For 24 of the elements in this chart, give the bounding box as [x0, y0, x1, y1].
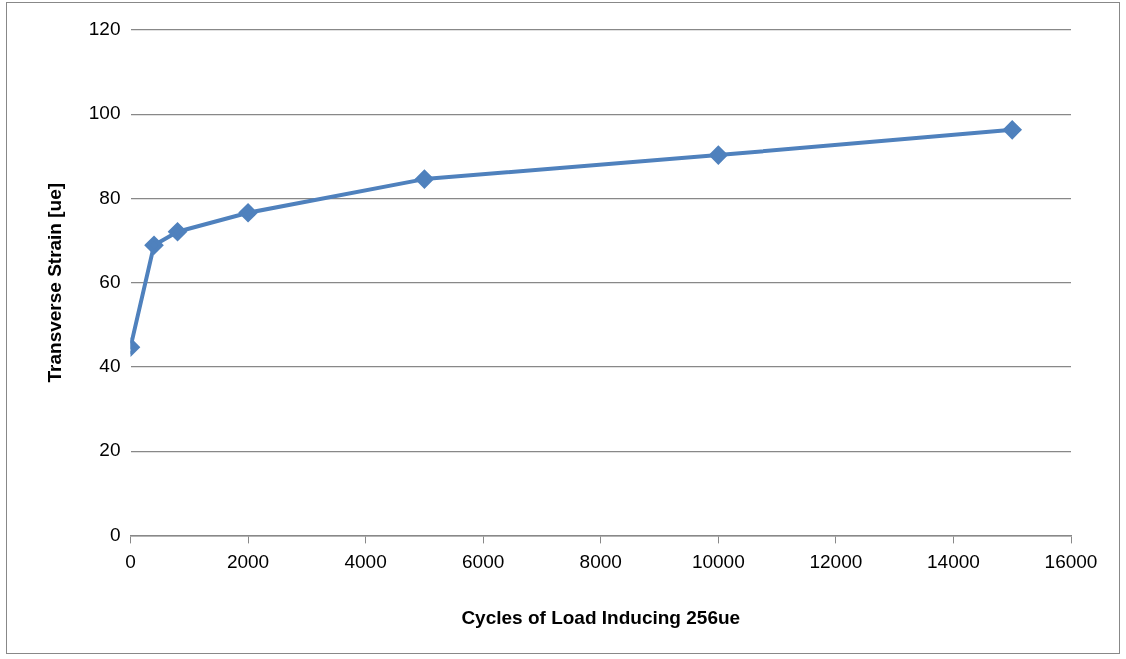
x-axis-title: Cycles of Load Inducing 256ue: [461, 606, 741, 628]
point: [168, 222, 187, 241]
y-tick-label: 120: [88, 18, 121, 40]
x-tick-label: 10000: [691, 551, 745, 573]
x-tick-label: 6000: [462, 551, 505, 573]
y-axis-title: Transverse Strain [ue]: [43, 182, 65, 383]
y-tick-label: 80: [99, 186, 121, 208]
y-tick-label: 0: [109, 523, 121, 545]
y-tick-label: 60: [99, 270, 121, 292]
point: [145, 236, 164, 255]
x-tick-label: 4000: [344, 551, 387, 573]
x-tick-label: 14000: [927, 551, 980, 573]
x-tick-label: 16000: [1044, 551, 1098, 573]
x-tick-label: 12000: [809, 551, 863, 573]
point: [1003, 120, 1022, 139]
point: [239, 203, 258, 222]
point: [415, 170, 434, 189]
point: [709, 146, 728, 165]
x-tick-label: 8000: [579, 551, 622, 573]
y-tick-label: 100: [88, 102, 121, 124]
y-tick-label: 40: [99, 355, 121, 377]
y-tick-label: 20: [99, 439, 121, 461]
x-tick-label: 2000: [226, 551, 270, 573]
x-tick-label: 0: [125, 551, 136, 573]
